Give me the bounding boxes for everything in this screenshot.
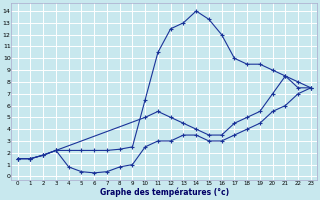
X-axis label: Graphe des températures (°c): Graphe des températures (°c) [100,188,229,197]
